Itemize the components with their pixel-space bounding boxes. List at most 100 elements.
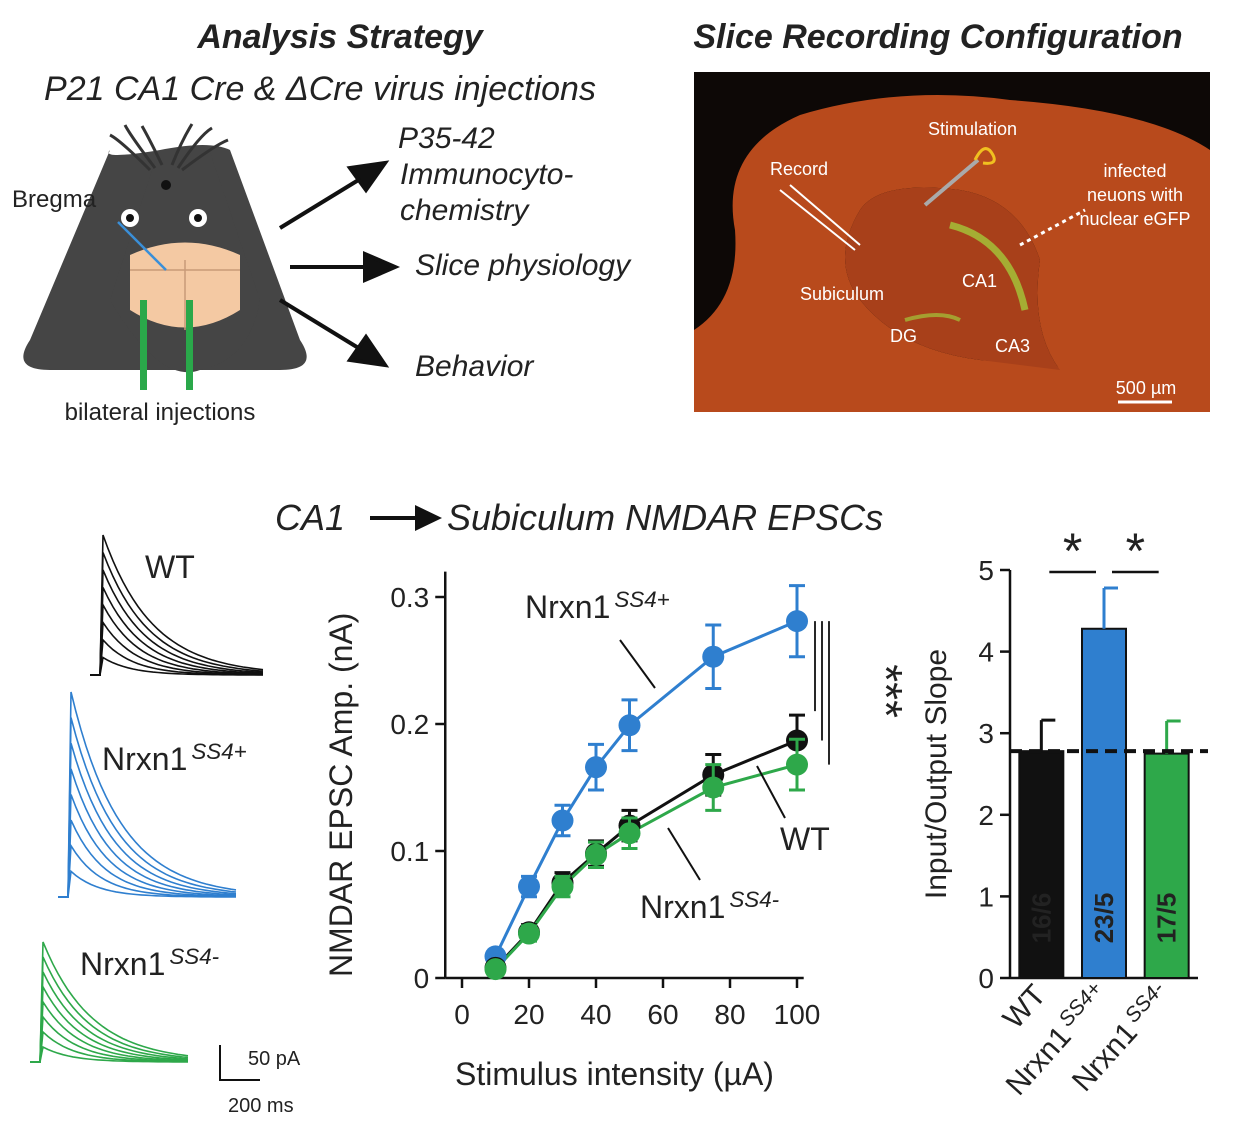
- trace: [30, 956, 189, 1063]
- slice-image: [694, 72, 1210, 412]
- data-point: [585, 843, 607, 866]
- series-line: [494, 739, 798, 969]
- x-tick-label-main: Nrxn1: [1000, 1020, 1078, 1102]
- slice-label: CA3: [995, 336, 1030, 356]
- x-tick-label-sup: SS4-: [1121, 977, 1169, 1027]
- trace-label-main: Nrxn1: [102, 741, 187, 777]
- series-label-sup: SS4-: [729, 887, 779, 912]
- x-tick-label: 60: [647, 999, 678, 1030]
- y-tick-label: 4: [978, 637, 994, 668]
- trace-label-main: WT: [145, 549, 195, 585]
- n-label: 23/5: [1089, 893, 1119, 944]
- y-axis-label: NMDAR EPSC Amp. (nA): [323, 613, 359, 978]
- trace: [58, 743, 237, 898]
- x-tick-label: 100: [774, 999, 821, 1030]
- bar: [1143, 752, 1190, 979]
- slice-label: infected: [1103, 161, 1166, 181]
- data-point: [518, 922, 540, 945]
- trace: [90, 569, 264, 676]
- slice-label: Subiculum: [800, 284, 884, 304]
- slice-label: Stimulation: [928, 119, 1017, 139]
- outcome: Behavior: [415, 350, 534, 383]
- arrows: [278, 160, 401, 368]
- trace: [58, 691, 237, 898]
- trace: [58, 794, 237, 898]
- leader-line: [756, 765, 786, 819]
- y-axis-label: Input/Output Slope: [920, 649, 953, 899]
- trace-label: Nrxn1 SS4-: [80, 944, 219, 982]
- significance: *: [1126, 523, 1145, 579]
- trace: [30, 999, 189, 1063]
- data-point: [786, 753, 808, 776]
- data-point: [702, 776, 725, 799]
- injections-label: bilateral injections: [65, 399, 256, 426]
- series-label: Nrxn1 SS4+: [525, 587, 670, 625]
- x-axis-label: Stimulus intensity (µA): [455, 1056, 774, 1092]
- data-point: [484, 958, 507, 981]
- trace: [30, 971, 189, 1063]
- trace: [90, 534, 264, 676]
- significance: ***: [860, 664, 912, 718]
- outcome: chemistry: [400, 194, 530, 227]
- data-point: [702, 645, 725, 668]
- slice-label: DG: [890, 326, 917, 346]
- series-line: [494, 763, 798, 971]
- n-label: 17/5: [1152, 893, 1182, 944]
- x-tick-label: 40: [580, 999, 611, 1030]
- y-tick-label: 0.1: [390, 836, 429, 867]
- data-point: [551, 809, 574, 832]
- slice-label: neuons with: [1087, 185, 1183, 205]
- bar: [1081, 627, 1127, 979]
- x-tick-label: WT: [997, 979, 1053, 1036]
- y-tick-label: 3: [978, 718, 994, 749]
- x-tick-label-main: Nrxn1: [1066, 1016, 1144, 1098]
- trace: [90, 602, 264, 676]
- y-tick-label: 0: [978, 963, 994, 994]
- series-label: Nrxn1 SS4-: [640, 887, 779, 925]
- trace: [90, 620, 263, 676]
- trace: [90, 552, 264, 676]
- panel-title: Slice Recording Configuration: [693, 18, 1182, 56]
- data-point: [618, 714, 641, 737]
- x-tick-label: 0: [454, 999, 470, 1030]
- trace: [30, 984, 189, 1063]
- x-tick-label-main: WT: [997, 979, 1053, 1036]
- y-tick-label: 2: [978, 800, 994, 831]
- trace: [30, 1014, 189, 1063]
- error-bar: [1039, 718, 1056, 752]
- trace-label-main: Nrxn1: [80, 946, 165, 982]
- slice-label: Record: [770, 159, 828, 179]
- x-tick-label: 80: [714, 999, 745, 1030]
- x-tick-label: 20: [513, 999, 544, 1030]
- series-label-main: Nrxn1: [640, 889, 725, 925]
- y-tick-label: 1: [978, 881, 994, 912]
- data-point: [518, 875, 540, 898]
- leader-line: [619, 639, 656, 689]
- y-tick-label: 5: [978, 555, 994, 586]
- data-point: [786, 610, 808, 633]
- outcome: Slice physiology: [415, 249, 632, 282]
- n-label: 16/6: [1026, 893, 1056, 944]
- error-bar: [1102, 586, 1118, 629]
- outcome: Immunocyto-: [400, 158, 573, 191]
- trace: [58, 768, 237, 898]
- trace-label-sup: SS4+: [191, 739, 246, 764]
- x-tick-label-sup: SS4+: [1054, 977, 1106, 1031]
- section-title: CA1: [275, 497, 345, 538]
- trace-label: Nrxn1 SS4+: [102, 739, 247, 777]
- bar: [1018, 750, 1065, 979]
- data-point: [618, 822, 641, 845]
- series-label-main: WT: [780, 821, 830, 857]
- error-bar: [1165, 719, 1181, 754]
- panel-subtitle: P21 CA1 Cre & ΔCre virus injections: [44, 70, 596, 108]
- bregma-label: Bregma: [12, 186, 97, 213]
- series-label-sup: SS4+: [614, 587, 669, 612]
- y-tick-label: 0.2: [390, 709, 429, 740]
- trace: [90, 587, 264, 676]
- trace-label-sup: SS4-: [169, 944, 219, 969]
- trace: [58, 717, 237, 898]
- series-label-main: Nrxn1: [525, 589, 610, 625]
- trace: [58, 819, 237, 898]
- slice-label: CA1: [962, 271, 997, 291]
- slice-label: nuclear eGFP: [1079, 209, 1190, 229]
